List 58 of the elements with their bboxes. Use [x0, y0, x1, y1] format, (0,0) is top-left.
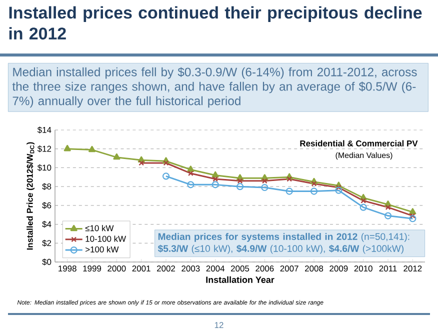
annotation: Residential & Commercial PV: [300, 140, 418, 146]
x-tick-label: 2002: [157, 266, 175, 272]
x-tick-label: 2005: [231, 266, 250, 272]
x-tick-label: 2007: [280, 266, 298, 272]
y-tick-label: $14: [37, 126, 52, 134]
y-tick-label: $6: [42, 202, 52, 209]
point: [336, 184, 342, 190]
point: [163, 160, 169, 166]
point: [360, 198, 366, 204]
point: [384, 212, 392, 220]
point: [310, 188, 318, 195]
point: [187, 166, 194, 172]
x-tick-label: 2012: [404, 266, 422, 272]
x-tick-label: 2000: [108, 266, 126, 272]
point: [187, 181, 194, 188]
point: [237, 178, 243, 184]
y-axis-title: Installed Price (2012$/W$_{DC}$): [26, 142, 35, 250]
point: [360, 204, 367, 211]
x-tick-label: 2011: [379, 266, 397, 272]
y-tick-label: $8: [42, 183, 52, 190]
x-tick-label: 2008: [305, 266, 324, 272]
point: [261, 184, 268, 192]
point: [64, 144, 71, 152]
point: [286, 188, 293, 195]
point: [385, 204, 391, 210]
y-tick-label: $12: [37, 145, 52, 152]
y-tick-label: $2: [42, 240, 52, 247]
y-tick-label: $4: [42, 220, 52, 228]
x-axis-title: Installation Year: [206, 276, 274, 283]
x-tick-label: 2006: [256, 266, 274, 272]
point: [286, 176, 292, 182]
chart-title: Installed prices continued their precipitous decline in 2012: [9, 6, 422, 40]
x-tick-label: 2003: [182, 266, 200, 272]
x-tick-label: 2004: [206, 266, 225, 272]
point: [188, 170, 194, 176]
point: [236, 183, 244, 190]
legend-label: >100 kW: [86, 246, 119, 252]
y-tick-label: $10: [37, 164, 52, 172]
chart-subtitle: Median installed prices fell by $0.3-0.9/W (6-14%) from 2011-2012, across the three size ranges shown, and have fallen by an average of $0.5/W (6-7%) annually over the full historical period: [12, 67, 417, 108]
text: 12: [214, 322, 224, 328]
point: [88, 146, 96, 152]
legend-label: 10-100 kW: [86, 236, 126, 242]
point: [212, 181, 219, 188]
text: Median prices for systems installed in 2012 (n=50,141): $5.3/W (≤10 kW), $4.9/W (10-100 kW), $4.6/W (>100kW): [158, 232, 410, 254]
x-tick-label: 1999: [83, 266, 102, 272]
point: [311, 181, 317, 186]
x-tick-label: 2009: [330, 266, 348, 272]
x-tick-label: 1998: [58, 266, 76, 272]
point: [409, 208, 416, 214]
point: [113, 153, 120, 160]
point: [335, 186, 342, 194]
point: [212, 176, 218, 182]
point: [212, 171, 219, 178]
point: [262, 178, 268, 184]
x-tick-label: 2010: [354, 266, 372, 272]
legend-label: ≤10 kW: [85, 224, 114, 232]
y-tick-label: $0: [42, 258, 52, 266]
x-tick-label: 2001: [132, 266, 150, 272]
